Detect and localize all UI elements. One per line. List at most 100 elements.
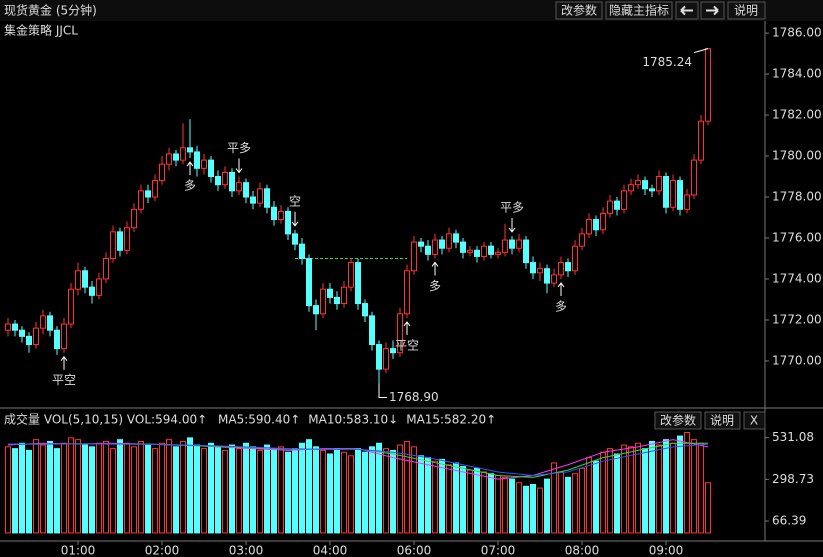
volume-bar — [138, 440, 145, 534]
volume-bar — [551, 462, 558, 534]
volume-bar — [264, 444, 271, 534]
candle-body — [348, 262, 355, 288]
candle-body — [614, 200, 621, 210]
candle-body — [572, 245, 579, 272]
button[interactable] — [555, 1, 603, 20]
candle-body — [138, 190, 145, 210]
signal-label: 平空 — [395, 338, 419, 352]
button-label[interactable]: 说明 — [734, 3, 758, 18]
volume-bar — [684, 431, 691, 534]
candle-body — [369, 315, 376, 346]
candle-body — [530, 262, 537, 274]
signal-arrow — [186, 161, 194, 176]
candle-body — [278, 210, 285, 221]
volume-bar — [278, 446, 285, 534]
button[interactable] — [605, 1, 673, 20]
candle-body — [292, 233, 299, 245]
signal-arrow — [403, 321, 411, 335]
volume-bar — [208, 442, 215, 534]
candle-body — [33, 327, 40, 346]
legend-entry: MA10:583.10↓ — [308, 413, 398, 427]
candle-body — [334, 296, 341, 305]
candle-body — [299, 243, 306, 259]
volume-bar — [495, 475, 502, 534]
volume-bar — [236, 448, 243, 534]
y-tick-label: 531.08 — [772, 430, 814, 444]
candle-body — [313, 305, 320, 315]
button-label[interactable]: 说明 — [710, 413, 734, 428]
legend-entry: MA5:590.40↑ — [218, 413, 300, 427]
volume-bar — [383, 448, 390, 534]
volume-bar — [124, 442, 131, 534]
volume-bar — [243, 442, 250, 534]
volume-bar — [530, 484, 537, 534]
volume-bar — [320, 449, 327, 534]
volume-bar — [439, 458, 446, 534]
volume-bar — [586, 457, 593, 534]
candle-body — [523, 239, 530, 264]
volume-bar — [565, 476, 572, 534]
candle-body — [425, 245, 432, 255]
volume-bar — [89, 446, 96, 534]
volume-bar — [481, 471, 488, 534]
volume-bar — [222, 449, 229, 534]
volume-bar — [306, 439, 313, 534]
volume-bar — [257, 449, 264, 534]
signal-label: 多 — [429, 279, 441, 293]
signal-arrow — [60, 355, 68, 370]
candle-body — [201, 159, 208, 169]
y-tick-label: 298.73 — [772, 472, 814, 486]
button[interactable] — [704, 411, 741, 430]
candle-body — [271, 206, 278, 221]
volume-bar — [229, 444, 236, 534]
button[interactable] — [743, 411, 766, 430]
candle-body — [670, 180, 677, 208]
candle-body — [404, 270, 411, 315]
legend-entry: MA15:582.20↑ — [406, 413, 496, 427]
button[interactable] — [654, 411, 702, 430]
signal-label: 平多 — [227, 141, 251, 155]
candle-body — [628, 184, 635, 192]
volume-bar — [579, 467, 586, 534]
volume-bar — [600, 451, 607, 534]
candle-body — [82, 270, 89, 288]
volume-bar — [446, 464, 453, 534]
volume-bar — [348, 455, 355, 534]
button-label[interactable]: 改参数 — [561, 3, 597, 18]
annotation-line — [693, 48, 709, 54]
candle-body — [481, 245, 488, 257]
candle-body — [180, 147, 187, 161]
volume-bar — [656, 444, 663, 534]
button[interactable] — [727, 1, 766, 20]
candle-body — [397, 313, 404, 354]
candle-body — [684, 194, 691, 210]
candle-body — [124, 227, 131, 251]
x-tick-label: 02:00 — [145, 544, 180, 557]
candle-body — [586, 219, 593, 235]
x-tick-label: 03:00 — [229, 544, 264, 557]
candle-body — [285, 210, 292, 235]
volume-bar — [390, 449, 397, 534]
candle-body — [698, 120, 705, 161]
candle-body — [306, 257, 313, 307]
volume-bar — [250, 446, 257, 534]
volume-bar — [670, 442, 677, 534]
signal-label: 多 — [555, 299, 567, 313]
candle-body — [656, 176, 663, 192]
top-bar — [0, 0, 823, 21]
candle-body — [194, 151, 201, 169]
volume-bar — [432, 460, 439, 534]
button-label[interactable]: 隐藏主指标 — [609, 3, 669, 18]
candle-body — [446, 233, 453, 249]
candle-body — [565, 262, 572, 272]
x-tick-label: 04:00 — [313, 544, 348, 557]
signal-arrow — [557, 282, 565, 296]
candle-body — [229, 171, 236, 192]
button-label[interactable]: X — [750, 414, 758, 428]
volume-bar — [82, 444, 89, 534]
candle-body — [663, 176, 670, 208]
candle-body — [649, 188, 656, 192]
button-label[interactable]: 改参数 — [660, 413, 696, 428]
y-tick-label: 1770.00 — [772, 353, 822, 367]
volume-bar — [621, 444, 628, 534]
